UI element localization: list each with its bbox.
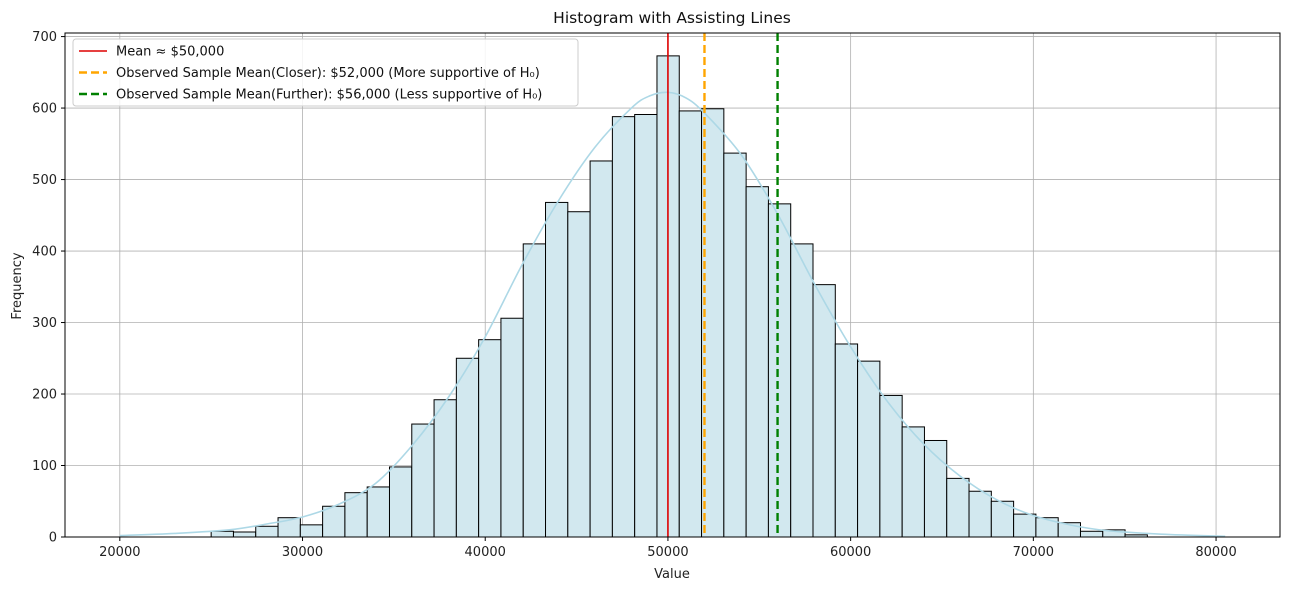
legend-label: Observed Sample Mean(Further): $56,000 (… [116, 88, 542, 103]
x-tick-label: 30000 [282, 545, 323, 560]
x-tick-label: 80000 [1195, 545, 1236, 560]
histogram-bar [968, 490, 992, 538]
histogram-bar [210, 530, 234, 538]
plot-frame [64, 32, 1281, 538]
y-tick-label: 200 [32, 388, 57, 403]
histogram-bar [589, 160, 613, 538]
histogram-bars [210, 55, 1148, 538]
histogram-bar [500, 317, 524, 538]
x-tick-label: 20000 [99, 545, 140, 560]
chart-title: Histogram with Assisting Lines [553, 9, 791, 27]
y-tick-label: 0 [49, 531, 57, 546]
histogram-bar [522, 243, 547, 538]
histogram-bar [299, 524, 324, 538]
histogram-bar [723, 152, 747, 538]
histogram-bar [812, 284, 836, 538]
y-tick-label: 400 [32, 245, 57, 260]
histogram-bar [745, 186, 769, 538]
histogram-bar [634, 113, 658, 538]
axis-ticks: 20000 30000 40000 50000 60000 70000 80000 0 100 2… [32, 30, 1237, 560]
histogram-bar [388, 466, 413, 538]
y-tick-label: 700 [32, 30, 57, 45]
histogram-bar [455, 357, 480, 538]
histogram-bar [232, 531, 257, 538]
y-tick-label: 600 [32, 102, 57, 117]
histogram-bar [567, 211, 591, 538]
legend-box [72, 38, 579, 107]
histogram-bar [790, 243, 814, 538]
legend: Mean ≈ $50,000 Observed Sample Mean(Close… [72, 38, 579, 107]
x-tick-label: 40000 [465, 545, 506, 560]
histogram-bar [611, 116, 636, 538]
histogram-bar [678, 110, 703, 538]
histogram-bar [433, 399, 457, 538]
histogram-bar [1079, 530, 1104, 538]
y-tick-label: 100 [32, 459, 57, 474]
histogram-bar [767, 203, 792, 538]
y-axis-label: Frequency [10, 252, 25, 319]
y-tick-label: 500 [32, 173, 57, 188]
legend-label: Mean ≈ $50,000 [116, 45, 224, 60]
histogram-bar [366, 486, 390, 538]
histogram-bar [255, 525, 279, 538]
histogram-bar [901, 426, 925, 538]
histogram-bar [1035, 517, 1059, 538]
histogram-bar [1013, 513, 1037, 538]
histogram-bar [946, 477, 970, 538]
histogram-bar [834, 343, 859, 538]
x-tick-label: 70000 [1013, 545, 1054, 560]
histogram-bar [322, 505, 346, 538]
legend-label: Observed Sample Mean(Closer): $52,000 (M… [116, 66, 540, 81]
histogram-bar [545, 201, 569, 538]
histogram-bar [478, 339, 502, 538]
x-tick-label: 50000 [647, 545, 688, 560]
y-tick-label: 300 [32, 316, 57, 331]
x-tick-label: 60000 [830, 545, 871, 560]
x-axis-label: Value [654, 567, 690, 582]
reference-lines [667, 33, 779, 537]
